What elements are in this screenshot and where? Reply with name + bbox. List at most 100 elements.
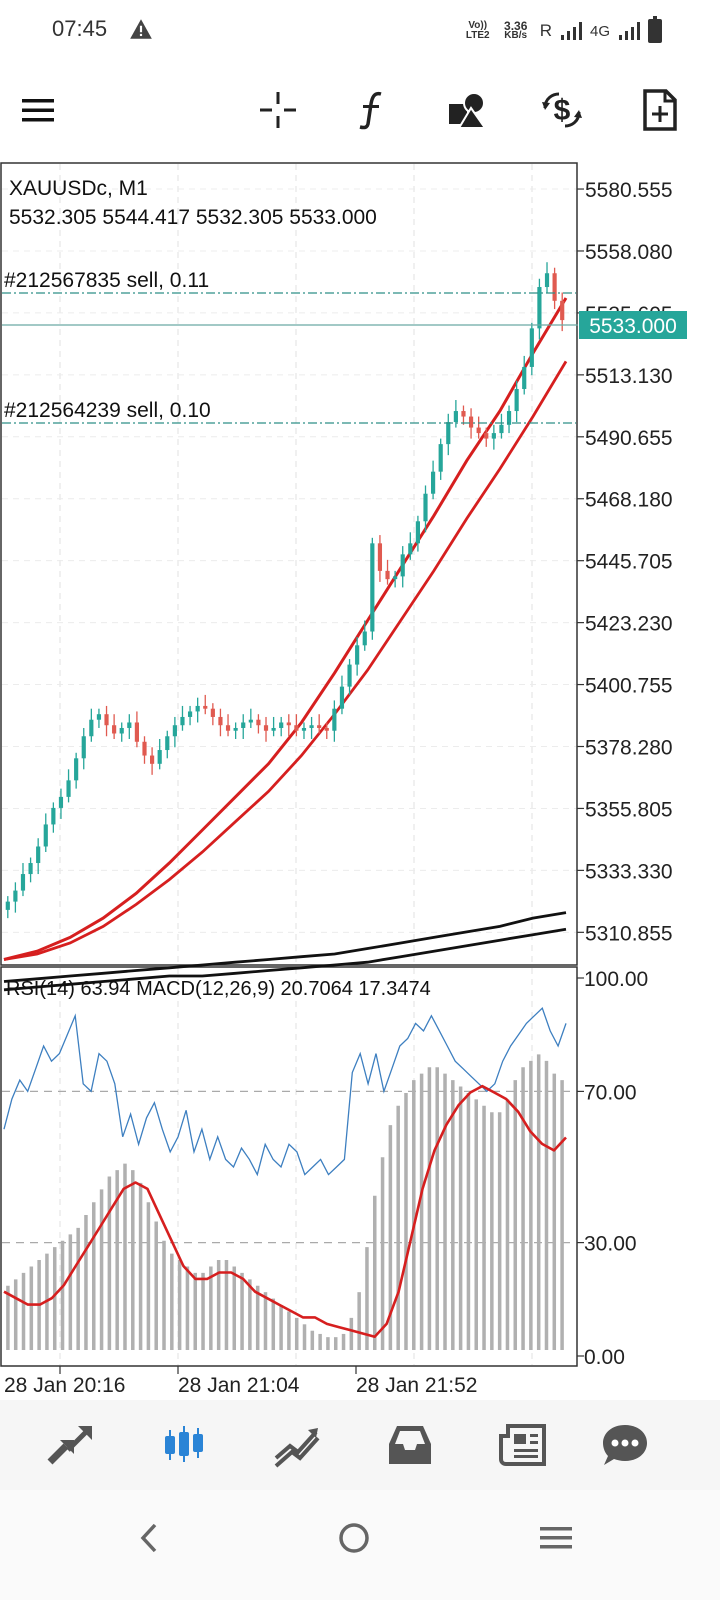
moving-averages (3, 297, 568, 992)
candle-bull (415, 521, 420, 544)
candle-bear (225, 725, 231, 731)
back-button[interactable] (126, 1514, 174, 1562)
candle-bull (96, 714, 102, 720)
candle-bull (522, 366, 527, 389)
recents-icon (540, 1527, 572, 1549)
candle-bear (203, 705, 208, 709)
back-icon (140, 1523, 157, 1553)
candle-bull (400, 554, 405, 577)
indicator-label: RSI(14) 63.94 MACD(12,26,9) 20.7064 17.3… (6, 978, 431, 1000)
news-icon (499, 1424, 546, 1466)
candle-bear (377, 543, 383, 571)
candle-bull (355, 645, 360, 665)
messages-icon (603, 1425, 647, 1465)
new-order-button[interactable] (636, 86, 684, 134)
candle-bull (5, 901, 10, 910)
candle-bear (286, 722, 291, 726)
candle-bull (423, 493, 428, 522)
candle-bull (241, 722, 246, 728)
template-icon (643, 89, 677, 131)
candle-bull (157, 750, 162, 764)
candle-bull (332, 708, 337, 731)
volte-indicator: Vo)) LTE2 (465, 20, 490, 41)
macd-histogram (6, 1054, 564, 1350)
signal-icon (560, 22, 582, 40)
nav-history[interactable] (383, 1418, 437, 1472)
candle-bull (393, 576, 398, 580)
indicators-button[interactable] (348, 86, 396, 134)
nav-messages[interactable] (598, 1418, 652, 1472)
candle-bull (89, 719, 94, 737)
indicators-icon (359, 91, 382, 130)
candle-bull (81, 736, 86, 759)
candle-bull (537, 287, 542, 329)
candle-bull (248, 719, 253, 723)
ma-red-line (3, 297, 568, 961)
candle-bull (58, 796, 64, 808)
objects-button[interactable] (444, 86, 492, 134)
candle-bear (484, 433, 489, 439)
home-button[interactable] (330, 1514, 378, 1562)
indicator-tick-label: 100.00 (584, 968, 648, 991)
price-tick-label: 5400.755 (585, 675, 673, 698)
network-speed-value: 3.36 (504, 19, 528, 33)
indicator-tick-label: 70.00 (584, 1081, 637, 1104)
macd-signal-line (3, 1084, 567, 1338)
candle-bull (506, 411, 512, 425)
main-chart-frame (0, 162, 578, 966)
price-tick-label: 5580.555 (585, 179, 673, 202)
price-tick-label: 5513.130 (585, 365, 673, 388)
price-tick-label: 5490.655 (585, 427, 673, 450)
price-axis: 5580.5555558.0805535.6055513.1305490.655… (577, 179, 673, 945)
candle-bull (180, 716, 185, 726)
candle-bear (476, 427, 481, 434)
candle-bear (560, 300, 565, 321)
candle-bull (187, 711, 193, 717)
candle-bull (370, 543, 375, 632)
candle-bear (134, 722, 139, 742)
candle-bull (279, 722, 284, 728)
network-speed-unit: KB/s (504, 30, 528, 41)
candle-bear (218, 716, 223, 726)
ma-black-line (3, 911, 567, 983)
candle-bull (491, 433, 496, 439)
svg-text:$: $ (554, 94, 571, 127)
indicator-lines (3, 1007, 567, 1338)
nav-news[interactable] (496, 1418, 550, 1472)
signal-icon-2 (619, 22, 640, 40)
price-tick-label: 5333.330 (585, 860, 673, 883)
price-tick-label: 5378.280 (585, 737, 673, 760)
time-label: 28 Jan 21:04 (178, 1374, 300, 1397)
candlesticks (5, 262, 565, 919)
time-label: 28 Jan 21:52 (356, 1374, 477, 1397)
crosshair-button[interactable] (254, 86, 302, 134)
candle-bear (324, 727, 329, 731)
roaming-indicator: R (539, 21, 552, 40)
battery-icon (648, 16, 662, 43)
candle-bull (438, 444, 443, 472)
menu-button[interactable] (14, 86, 62, 134)
candle-bull (195, 705, 200, 712)
candle-bull (309, 725, 314, 728)
candle-bull (301, 727, 307, 731)
price-chart[interactable]: 5580.5555558.0805535.6055513.1305490.655… (0, 160, 720, 1400)
candle-bull (544, 273, 550, 288)
ohlc-label: 5532.305 5544.417 5532.305 5533.000 (9, 206, 377, 229)
nav-quotes[interactable] (44, 1418, 98, 1472)
ma-black-line (3, 927, 567, 992)
price-tick-label: 5445.705 (585, 551, 673, 574)
price-tick-label: 5423.230 (585, 613, 673, 636)
candle-bull (362, 631, 367, 646)
candle-bull (408, 543, 413, 555)
recents-button[interactable] (532, 1514, 580, 1562)
price-tick-label: 5468.180 (585, 489, 673, 512)
ma-red-line (3, 360, 568, 961)
candle-bull (66, 780, 71, 797)
candle-bear (112, 725, 117, 734)
time-label: 28 Jan 20:16 (4, 1374, 125, 1397)
candle-bull (127, 722, 132, 728)
nav-chart[interactable] (157, 1418, 211, 1472)
nav-trade[interactable] (270, 1418, 324, 1472)
candle-bear (294, 725, 299, 731)
trade-button[interactable]: $ (538, 86, 586, 134)
